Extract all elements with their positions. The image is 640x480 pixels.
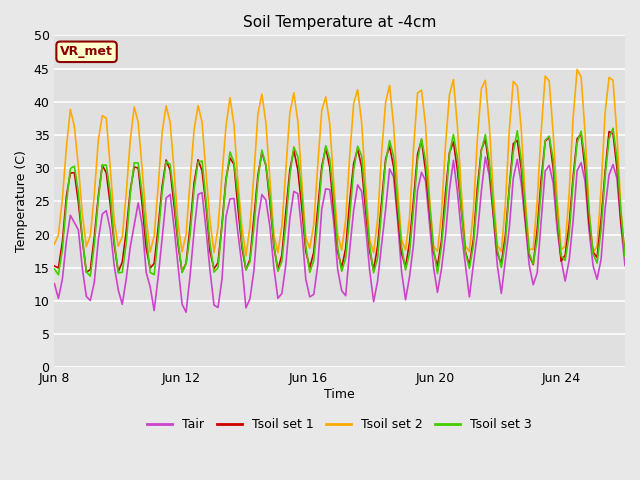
Legend: Tair, Tsoil set 1, Tsoil set 2, Tsoil set 3: Tair, Tsoil set 1, Tsoil set 2, Tsoil se… <box>142 413 537 436</box>
Title: Soil Temperature at -4cm: Soil Temperature at -4cm <box>243 15 436 30</box>
Text: VR_met: VR_met <box>60 45 113 58</box>
X-axis label: Time: Time <box>324 388 355 401</box>
Y-axis label: Temperature (C): Temperature (C) <box>15 150 28 252</box>
